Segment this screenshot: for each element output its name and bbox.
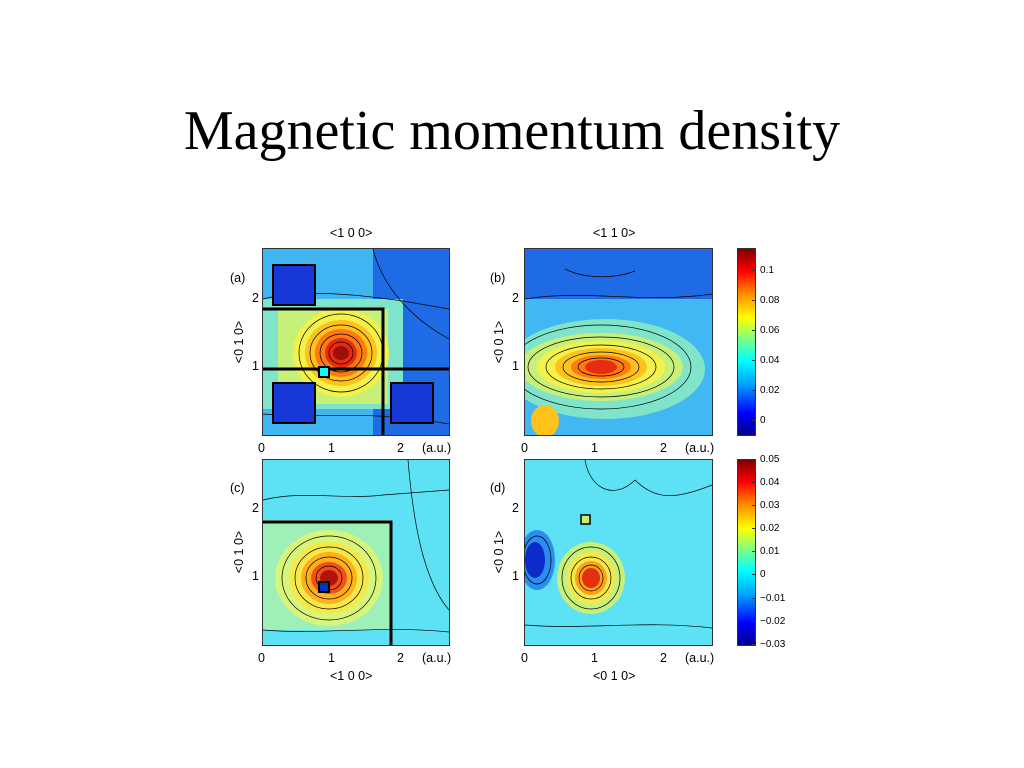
cbar-bottom-tick: 0.01	[751, 546, 780, 557]
cbar-bottom-tick: −0.01	[751, 593, 786, 604]
cbar-bottom-tick: −0.03	[751, 639, 786, 650]
xtick-a-2: 2	[397, 441, 404, 455]
contour-panel-c	[262, 459, 450, 646]
cbar-bottom-tick: 0.04	[751, 477, 780, 488]
xtick-c-2: 2	[397, 651, 404, 665]
ytick-b-2: 2	[512, 291, 519, 305]
xtick-d-1: 1	[591, 651, 598, 665]
bottom-axis-title-right: <0 1 0>	[593, 669, 636, 683]
colorbar-top	[737, 248, 756, 436]
xtick-d-0: 0	[521, 651, 528, 665]
cbar-bottom-tick: 0.05	[751, 454, 780, 465]
unit-a: (a.u.)	[422, 441, 452, 455]
cbar-bottom-tick: 0.03	[751, 500, 780, 511]
panel-label-d: (d)	[490, 481, 506, 495]
cbar-bottom-tick: 0.02	[751, 523, 780, 534]
xtick-b-0: 0	[521, 441, 528, 455]
unit-d: (a.u.)	[685, 651, 715, 665]
cbar-bottom-tick: −0.02	[751, 616, 786, 627]
cbar-top-tick: 0.04	[751, 355, 780, 366]
xtick-c-1: 1	[328, 651, 335, 665]
panel-label-b: (b)	[490, 271, 506, 285]
panel-label-c: (c)	[230, 481, 245, 495]
cbar-bottom-tick: 0	[752, 569, 766, 580]
ylabel-d: <0 0 1>	[492, 530, 506, 574]
xtick-a-0: 0	[258, 441, 265, 455]
xtick-d-2: 2	[660, 651, 667, 665]
cbar-top-tick: 0.1	[752, 265, 774, 276]
colorbar-bottom	[737, 459, 756, 646]
ytick-d-1: 1	[512, 569, 519, 583]
contour-panel-a	[262, 248, 450, 436]
cbar-top-tick: 0	[752, 415, 766, 426]
bottom-axis-title-left: <1 0 0>	[330, 669, 373, 683]
top-axis-title-right: <1 1 0>	[593, 226, 636, 240]
ytick-c-2: 2	[252, 501, 259, 515]
slide-title: Magnetic momentum density	[183, 100, 841, 162]
panel-label-a: (a)	[230, 271, 246, 285]
unit-b: (a.u.)	[685, 441, 715, 455]
xtick-b-2: 2	[660, 441, 667, 455]
ytick-b-1: 1	[512, 359, 519, 373]
ytick-a-2: 2	[252, 291, 259, 305]
cbar-top-tick: 0.08	[751, 295, 780, 306]
unit-c: (a.u.)	[422, 651, 452, 665]
ylabel-c: <0 1 0>	[232, 530, 246, 574]
ylabel-b: <0 0 1>	[492, 320, 506, 364]
ytick-d-2: 2	[512, 501, 519, 515]
xtick-a-1: 1	[328, 441, 335, 455]
contour-panel-b	[524, 248, 713, 436]
contour-panel-d	[524, 459, 713, 646]
ylabel-a: <0 1 0>	[232, 320, 246, 364]
ytick-a-1: 1	[252, 359, 259, 373]
cbar-top-tick: 0.02	[751, 385, 780, 396]
xtick-c-0: 0	[258, 651, 265, 665]
ytick-c-1: 1	[252, 569, 259, 583]
top-axis-title-left: <1 0 0>	[330, 226, 373, 240]
xtick-b-1: 1	[591, 441, 598, 455]
cbar-top-tick: 0.06	[751, 325, 780, 336]
